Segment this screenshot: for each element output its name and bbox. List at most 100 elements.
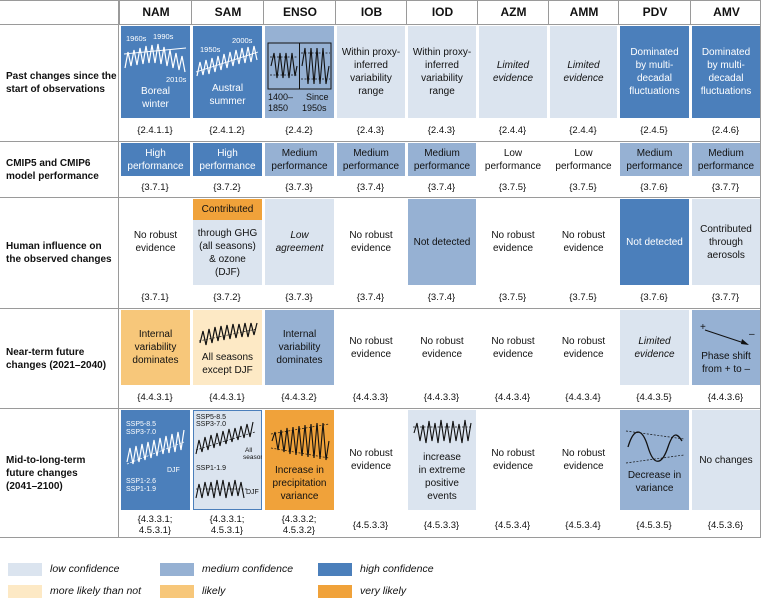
grid-line [0, 408, 761, 409]
grid-line [118, 0, 119, 538]
season-label: All [245, 447, 253, 454]
human-iod-cell: Not detected [408, 199, 476, 285]
cell-line: Medium [708, 147, 744, 159]
ref-long-iod: {4.5.3.3} [423, 519, 460, 531]
ref-perf-iod: {3.7.4} [427, 181, 456, 193]
col-header-nam: NAM [119, 0, 192, 24]
row-label-past: Past changes since the start of observati… [0, 25, 118, 141]
ref-perf-enso: {3.7.3} [285, 181, 313, 193]
cell-line: Increase in [275, 464, 324, 476]
cell-line: performance [413, 160, 471, 172]
cell-line: variability [278, 342, 321, 353]
cell-line: evidence [421, 348, 463, 360]
near-nam-cell: Internal variability dominates [121, 310, 190, 385]
ref-human-amv: {3.7.7} [711, 291, 740, 303]
human-sam-cell: through GHG (all seasons) & ozone (DJF) [193, 220, 262, 285]
enso-period-label: Since [306, 92, 329, 102]
cell-line: inferred [354, 60, 388, 71]
summary-table: NAM SAM ENSO IOB IOD AZM AMM PDV AMV Pas… [0, 0, 761, 538]
perf-azm-cell: Low performance [479, 143, 547, 176]
scenario-label: SSP5-8.5 [126, 421, 156, 428]
col-header-iob: IOB [335, 0, 407, 24]
cell-line: performance [555, 160, 612, 172]
ref-past-iod: {2.4.3} [427, 124, 456, 136]
human-amv-cell: Contributed through aerosols [692, 199, 760, 285]
cell-line: fluctuations [629, 86, 680, 97]
ref-near-iod: {4.4.3.3} [423, 391, 460, 403]
nam-past-zigzag-graphic: 1960s 1990s 2010s [123, 32, 187, 84]
cell-line: fluctuations [700, 86, 752, 97]
past-iod-cell: Within proxy-inferred variability range [408, 26, 476, 118]
row-label-line: Human influence on [6, 241, 102, 252]
scenario-label: SSP1-1.9 [196, 465, 226, 472]
cell-line: evidence [350, 461, 392, 472]
cell-line: No robust [491, 335, 535, 347]
cell-line: Internal [282, 329, 317, 340]
cell-line: range [358, 86, 384, 97]
legend-swatch-more-likely-than-not [8, 585, 42, 598]
row-label-line: model performance [6, 170, 99, 182]
cell-line: in extreme [418, 465, 466, 476]
cell-line: No robust [349, 230, 393, 241]
row-label-human: Human influence on the observed changes [0, 198, 118, 308]
cell-line: Medium [424, 147, 460, 159]
near-amv-cell: + – Phase shift from + to – [692, 310, 760, 385]
cell-line: Dominated [701, 47, 751, 58]
nam-year-label: 1990s [153, 32, 174, 41]
cell-line: dominates [132, 355, 179, 366]
sam-near-term-zigzag-graphic [198, 322, 258, 345]
perf-enso-cell: Medium performance [265, 143, 334, 176]
minus-sign: – [749, 329, 755, 340]
human-amm-cell: No robust evidence [550, 199, 617, 285]
cell-line: No robust [561, 230, 606, 241]
legend-swatch-low-confidence [8, 563, 42, 576]
ref-long-iob: {4.5.3.3} [352, 519, 389, 531]
cell-line: increase [423, 452, 461, 463]
cell-line: performance [342, 160, 400, 172]
cell-line: Decrease in [627, 470, 682, 481]
enso-past-comparison-graphic: 1400– 1850 Since 1950s [267, 42, 332, 113]
cell-line: evidence [563, 73, 604, 84]
ref-perf-azm: {3.7.5} [498, 181, 527, 193]
cell-line: No robust [420, 335, 464, 347]
past-nam-text-line: Boreal [141, 85, 170, 97]
ref-line: 4.5.3.1} [210, 525, 244, 536]
cell-line: variability [134, 342, 177, 353]
cell-line: by multi- [635, 60, 674, 71]
row-label-line: Past changes since the [6, 71, 117, 82]
sam-past-zigzag-graphic: 1950s 2000s [195, 36, 259, 77]
ref-near-iob: {4.4.3.3} [352, 391, 389, 403]
cell-line: performance [127, 160, 184, 172]
cell-line: evidence [492, 243, 534, 254]
ref-long-sam: {4.3.3.1; 4.5.3.1} [191, 514, 263, 536]
row-label-long-term: Mid-to-long-term future changes (2041–2100… [0, 409, 118, 538]
legend-label: likely [202, 585, 226, 597]
col-header-iod: IOD [406, 0, 478, 24]
ref-perf-iob: {3.7.4} [356, 181, 385, 193]
ref-past-amv: {2.4.6} [711, 124, 740, 136]
perf-amv-cell: Medium performance [692, 143, 760, 176]
cell-line: evidence [492, 73, 534, 84]
past-azm-cell: Limited evidence [479, 26, 547, 118]
cell-line: No robust [349, 335, 393, 347]
cell-line: Within proxy- [412, 47, 472, 58]
ref-human-azm: {3.7.5} [498, 291, 527, 303]
cell-line: aerosols [707, 249, 745, 261]
ref-near-amv: {4.4.3.6} [707, 391, 744, 403]
cell-line: performance [271, 160, 328, 172]
row-label-line: the observed changes [6, 254, 112, 265]
past-enso-cell: 1400– 1850 Since 1950s [265, 26, 334, 118]
cell-line: (DJF) [215, 266, 240, 278]
ref-past-iob: {2.4.3} [356, 124, 385, 136]
legend-swatch-very-likely [318, 585, 352, 598]
row-label-line: CMIP5 and CMIP6 [6, 157, 91, 169]
ref-near-azm: {4.4.3.4} [494, 391, 531, 403]
ref-line: 4.5.3.1} [138, 525, 172, 536]
row-label-line: (2041–2100) [6, 481, 63, 492]
cell-line: Medium [353, 147, 389, 159]
legend-label: medium confidence [202, 563, 294, 575]
ref-perf-nam: {3.7.1} [141, 181, 169, 193]
near-iob-cell: No robust evidence [337, 310, 405, 385]
cell-line: events [427, 491, 457, 502]
cell-line: evidence [492, 461, 534, 472]
